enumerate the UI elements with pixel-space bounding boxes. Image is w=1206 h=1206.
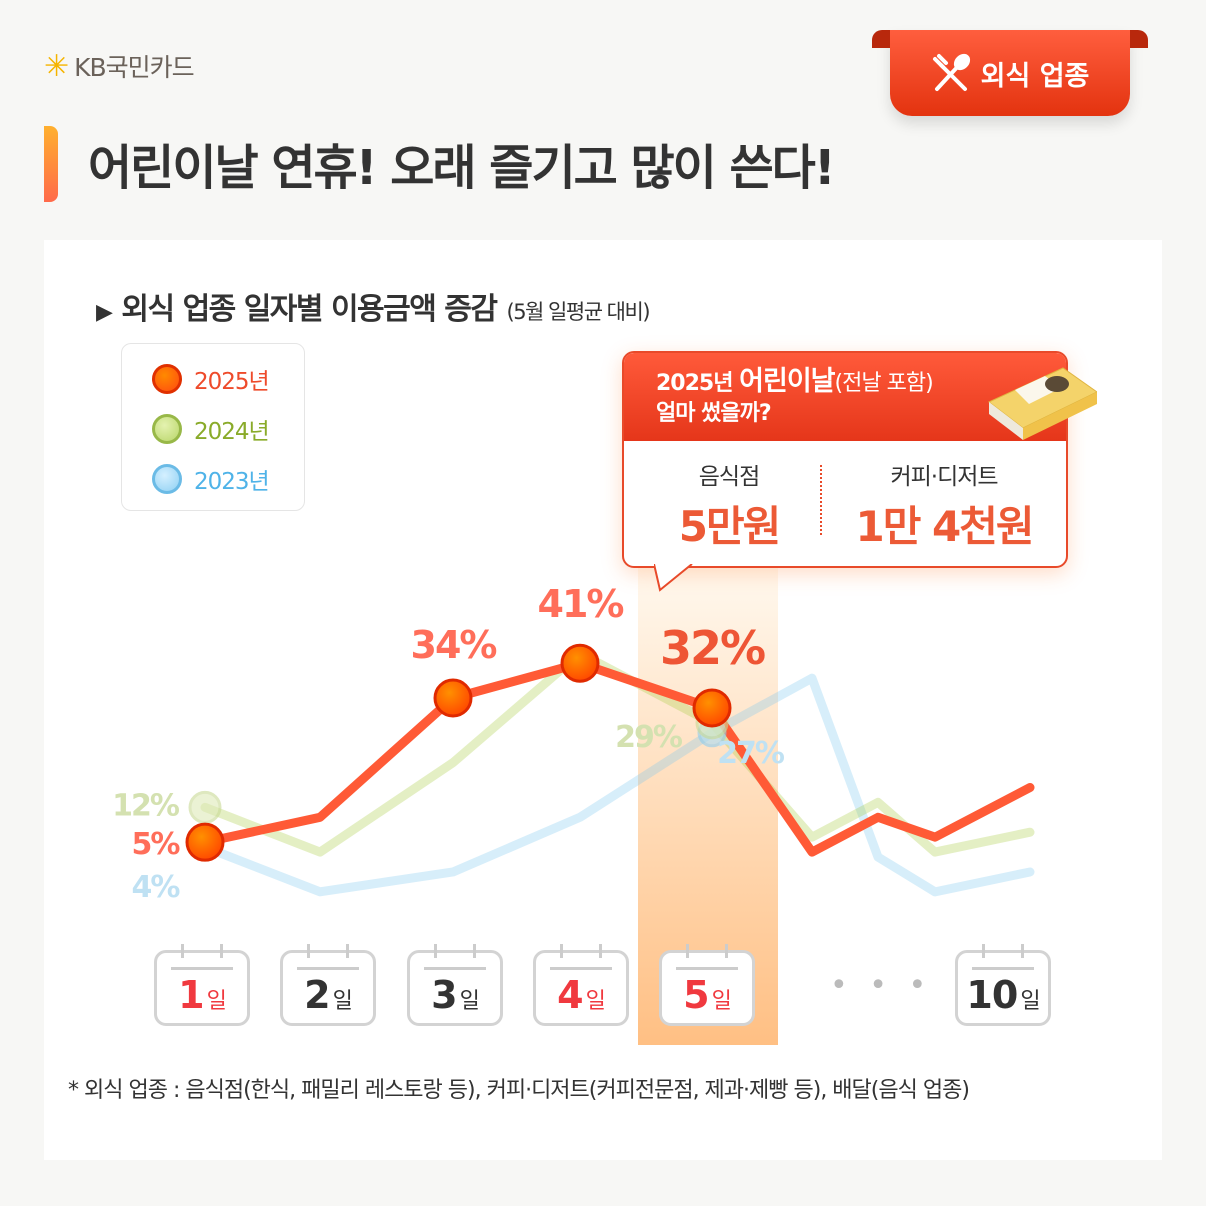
- day-unit: 일: [459, 989, 480, 1014]
- callout-pointer: [654, 564, 693, 592]
- day-unit: 일: [711, 989, 732, 1014]
- calendar-bar: [972, 967, 1034, 970]
- calendar-bar: [171, 967, 233, 970]
- data-point-2025-day3: [433, 678, 473, 718]
- cafe-value: 1만 4천원: [855, 502, 1035, 551]
- title-accent-bar: [44, 126, 58, 202]
- calendar-ring: [307, 944, 310, 958]
- calendar-day-10: 10 일: [955, 944, 1051, 1026]
- calendar-ring: [181, 944, 184, 958]
- data-label-2025-day1: 5%: [132, 827, 181, 862]
- calendar-ring: [560, 944, 563, 958]
- legend-item-2024: 2024년: [152, 412, 270, 446]
- series-line-2025: [200, 658, 1035, 857]
- data-point-2025-day5: [692, 688, 732, 728]
- data-point-2025-day1: [185, 822, 225, 862]
- day-number: 10: [966, 973, 1018, 1017]
- calendar-ring: [1021, 944, 1024, 958]
- legend-dot-2023: [152, 464, 182, 494]
- data-label-2023-day1: 4%: [132, 870, 181, 905]
- day-number: 4: [557, 973, 583, 1017]
- legend-label: 2025년: [194, 369, 270, 395]
- restaurant-label: 음식점: [698, 464, 760, 490]
- calendar-ring: [220, 944, 223, 958]
- calendar-ring: [473, 944, 476, 958]
- data-label-2024-day5: 29%: [615, 720, 683, 755]
- cafe-label: 커피·디저트: [890, 464, 998, 490]
- ribbon-label: 외식 업종: [980, 60, 1090, 92]
- chart-legend: 2025년 2024년 2023년: [121, 343, 305, 511]
- spending-callout: 2025년 어린이날(전날 포함) 얼마 썼을까? 음식점 5만원 커피·디저트…: [622, 351, 1068, 592]
- chart-title: ▶ 외식 업종 일자별 이용금액 증감 (5월 일평균 대비): [96, 284, 651, 328]
- day-unit: 일: [332, 989, 353, 1014]
- day-unit: 일: [1020, 989, 1040, 1014]
- day-number: 3: [431, 973, 457, 1017]
- calendar-ring: [599, 944, 602, 958]
- callout-paren: (전날 포함): [834, 371, 934, 396]
- callout-divider: [820, 465, 822, 535]
- data-label-2025-day4: 41%: [538, 582, 624, 626]
- restaurant-amount: 음식점 5만원: [654, 457, 804, 554]
- money-stack-icon: [988, 367, 1097, 440]
- legend-label: 2023년: [194, 469, 270, 495]
- kb-kookmin-card-logo: ✳ KB국민카드: [44, 48, 195, 84]
- calendar-ring: [725, 944, 728, 958]
- legend-dot-2024: [152, 414, 182, 444]
- series-line-2023: [200, 673, 1035, 897]
- legend-dot-2025: [152, 364, 182, 394]
- calendar-bar: [297, 967, 359, 970]
- restaurant-value: 5만원: [678, 502, 782, 551]
- callout-main: 어린이날: [739, 366, 835, 397]
- callout-year: 2025년: [656, 371, 733, 396]
- calendar-ring: [434, 944, 437, 958]
- chart-title-text: 외식 업종 일자별 이용금액 증감: [121, 292, 498, 327]
- kb-star-logo-icon: ✳: [44, 48, 69, 84]
- day-unit: 일: [585, 989, 606, 1014]
- data-point-2024-day1: [188, 790, 222, 824]
- data-label-2024-day1: 12%: [112, 788, 180, 823]
- logo-text: KB국민카드: [74, 53, 195, 82]
- day-unit: 일: [206, 989, 227, 1014]
- data-label-2025-day3: 34%: [411, 623, 497, 667]
- callout-header: 2025년 어린이날(전날 포함) 얼마 썼을까?: [624, 353, 1066, 441]
- callout-line1: 2025년 어린이날(전날 포함): [656, 367, 1066, 399]
- day-number: 5: [683, 973, 709, 1017]
- day-number: 2: [304, 973, 330, 1017]
- fork-spoon-icon: [932, 53, 970, 91]
- footnote: * 외식 업종 : 음식점(한식, 패밀리 레스토랑 등), 커피·디저트(커피…: [68, 1078, 970, 1103]
- ellipsis: • • •: [830, 968, 933, 1003]
- day-number: 1: [178, 973, 204, 1017]
- calendar-bar: [424, 967, 486, 970]
- calendar-day-label: 10 일: [958, 973, 1048, 1017]
- page-title: 어린이날 연휴! 오래 즐기고 많이 쓴다!: [88, 140, 836, 196]
- callout-question: 얼마 썼을까?: [656, 401, 772, 426]
- data-label-2023-day5: 27%: [717, 736, 785, 771]
- triangle-bullet-icon: ▶: [96, 300, 113, 325]
- legend-item-2023: 2023년: [152, 462, 270, 496]
- calendar-ring: [982, 944, 985, 958]
- cafe-amount: 커피·디저트 1만 4천원: [830, 457, 1058, 554]
- category-ribbon: 외식 업종: [872, 30, 1148, 116]
- data-label-2025-day5: 32%: [660, 621, 765, 675]
- chart-title-note: (5월 일평균 대비): [506, 300, 651, 324]
- legend-label: 2024년: [194, 419, 270, 445]
- calendar-bar: [676, 967, 738, 970]
- calendar-bar: [550, 967, 612, 970]
- calendar-ring: [686, 944, 689, 958]
- data-point-2025-day4: [560, 643, 600, 683]
- calendar-ring: [346, 944, 349, 958]
- legend-item-2025: 2025년: [152, 362, 270, 396]
